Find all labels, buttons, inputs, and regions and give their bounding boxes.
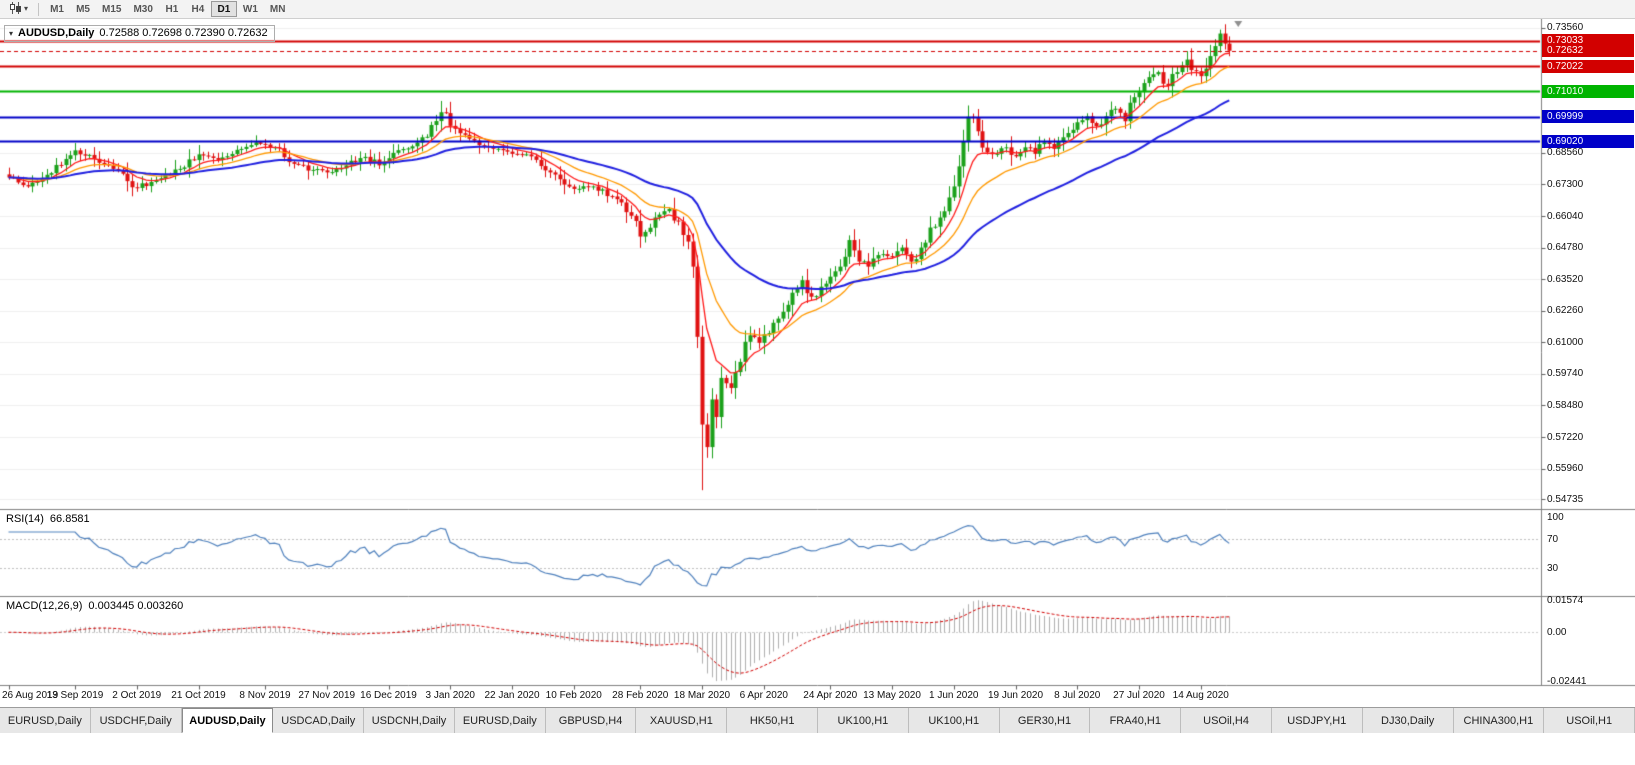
chart-tab-xauusd-h1[interactable]: XAUUSD,H1: [636, 708, 728, 733]
chart-tab-eurusd-daily[interactable]: EURUSD,Daily: [454, 708, 546, 733]
rsi-indicator-label: RSI(14) 66.8581: [6, 513, 90, 525]
time-axis-label: 13 Sep 2019: [46, 690, 104, 701]
time-axis-label: 2 Oct 2019: [112, 690, 162, 701]
chart-tab-usoil-h4[interactable]: USOil,H4: [1181, 708, 1272, 733]
price-level-badge-0.69999: 0.69999: [1542, 110, 1634, 124]
price-axis-label: 0.59740: [1547, 368, 1584, 380]
chart-tab-fra40-h1[interactable]: FRA40,H1: [1090, 708, 1182, 733]
time-axis-label: 14 Aug 2020: [1172, 690, 1229, 701]
chart-tab-usoil-h1[interactable]: USOil,H1: [1544, 708, 1635, 733]
time-axis-label: 1 Jun 2020: [929, 690, 979, 701]
price-level-badge-0.72022: 0.72022: [1542, 59, 1634, 73]
price-level-badge-0.73033: 0.73033: [1542, 34, 1634, 48]
chart-tab-usdcnh-daily[interactable]: USDCNH,Daily: [364, 708, 455, 733]
timeframe-button-d1[interactable]: D1: [210, 1, 237, 17]
toolbar-separator: [38, 2, 40, 16]
candlestick-chart-icon: [9, 1, 22, 17]
chart-tab-usdjpy-h1[interactable]: USDJPY,H1: [1271, 708, 1363, 733]
timeframe-buttons-group: M1 M5 M15 M30 H1 H4 D1 W1 MN: [44, 1, 291, 17]
timeframe-button-h1[interactable]: H1: [159, 1, 185, 17]
time-axis-label: 16 Dec 2019: [360, 690, 417, 701]
timeframe-toolbar: ▾ M1 M5 M15 M30 H1 H4 D1 W1 MN: [0, 0, 1635, 19]
chart-tab-ger30-h1[interactable]: GER30,H1: [999, 708, 1091, 733]
price-chart-canvas[interactable]: [0, 19, 1635, 707]
time-axis-label: 18 Mar 2020: [673, 690, 731, 701]
price-axis-label: 0.61000: [1547, 336, 1584, 348]
rsi-axis-label: 30: [1547, 562, 1559, 574]
price-axis-label: 0.54735: [1547, 493, 1584, 505]
time-axis-label: 8 Jul 2020: [1054, 690, 1101, 701]
chart-tab-audusd-daily[interactable]: AUDUSD,Daily: [181, 708, 274, 733]
chart-tab-uk100-h1[interactable]: UK100,H1: [818, 708, 909, 733]
price-axis-label: 0.64780: [1547, 242, 1584, 254]
chart-menu-icon[interactable]: ▾: [9, 28, 14, 38]
price-axis-label: 0.57220: [1547, 431, 1584, 443]
price-level-badge-0.69020: 0.69020: [1542, 134, 1634, 148]
price-axis-label: 0.67300: [1547, 178, 1584, 190]
rsi-axis-label: 70: [1547, 533, 1559, 545]
timeframe-button-m5[interactable]: M5: [70, 1, 96, 17]
macd-axis-label: -0.02441: [1547, 675, 1587, 687]
time-axis-label: 19 Jun 2020: [987, 690, 1044, 701]
rsi-axis-label: 100: [1547, 511, 1564, 523]
macd-axis-label: 0.00: [1547, 626, 1567, 638]
time-axis-label: 28 Feb 2020: [612, 690, 669, 701]
chart-area: ▾ AUDUSD,Daily 0.72588 0.72698 0.72390 0…: [0, 19, 1635, 707]
chart-symbol-label: AUDUSD,Daily: [18, 27, 95, 39]
time-axis-label: 8 Nov 2019: [239, 690, 291, 701]
price-axis-label: 0.62260: [1547, 305, 1584, 317]
chart-tab-uk100-h1[interactable]: UK100,H1: [908, 708, 1000, 733]
current-price-badge-0.72632: 0.72632: [1542, 44, 1634, 58]
chart-tab-gbpusd-h4[interactable]: GBPUSD,H4: [545, 708, 637, 733]
chart-tab-hk50-h1[interactable]: HK50,H1: [727, 708, 819, 733]
time-axis-label: 27 Nov 2019: [298, 690, 356, 701]
time-axis-label: 24 Apr 2020: [803, 690, 858, 701]
price-axis-label: 0.73560: [1547, 22, 1584, 34]
time-axis-label: 27 Jul 2020: [1113, 690, 1165, 701]
timeframe-button-m30[interactable]: M30: [127, 1, 158, 17]
timeframe-button-m1[interactable]: M1: [44, 1, 70, 17]
price-axis-label: 0.55960: [1547, 463, 1584, 475]
chart-tab-eurusd-daily[interactable]: EURUSD,Daily: [0, 708, 91, 733]
price-axis-label: 0.63520: [1547, 273, 1584, 285]
time-axis-label: 13 May 2020: [863, 690, 921, 701]
time-axis-label: 3 Jan 2020: [425, 690, 476, 701]
price-axis-label: 0.68560: [1547, 147, 1584, 159]
price-axis-label: 0.66040: [1547, 210, 1584, 222]
rsi-name: RSI(14): [6, 513, 44, 525]
chart-ohlc-values: 0.72588 0.72698 0.72390 0.72632: [99, 27, 268, 39]
time-axis-label: 26 Aug 2019: [2, 690, 59, 701]
chart-tabs-bar: EURUSD,Daily USDCHF,Daily AUDUSD,Daily USDC…: [0, 707, 1635, 733]
chart-tab-china300-h1[interactable]: CHINA300,H1: [1453, 708, 1545, 733]
chart-title: ▾ AUDUSD,Daily 0.72588 0.72698 0.72390 0…: [4, 25, 275, 42]
macd-values: 0.003445 0.003260: [88, 600, 184, 612]
timeframe-button-w1[interactable]: W1: [237, 1, 264, 17]
timeframe-button-mn[interactable]: MN: [264, 1, 292, 17]
chevron-down-icon: ▾: [24, 4, 29, 13]
time-axis-label: 21 Oct 2019: [171, 690, 226, 701]
chart-tab-usdcad-daily[interactable]: USDCAD,Daily: [273, 708, 365, 733]
timeframe-button-h4[interactable]: H4: [185, 1, 211, 17]
time-axis-label: 10 Feb 2020: [545, 690, 602, 701]
rsi-value: 66.8581: [49, 513, 90, 525]
price-level-badge-0.71010: 0.71010: [1542, 84, 1634, 98]
chart-tab-dj30-daily[interactable]: DJ30,Daily: [1362, 708, 1454, 733]
time-axis-label: 22 Jan 2020: [484, 690, 540, 701]
chart-type-button[interactable]: ▾: [4, 1, 33, 17]
macd-name: MACD(12,26,9): [6, 600, 83, 612]
macd-indicator-label: MACD(12,26,9) 0.003445 0.003260: [6, 600, 183, 612]
timeframe-button-m15[interactable]: M15: [96, 1, 127, 17]
macd-axis-label: 0.01574: [1547, 594, 1584, 606]
time-axis-label: 6 Apr 2020: [739, 690, 788, 701]
chart-tab-usdchf-daily[interactable]: USDCHF,Daily: [90, 708, 182, 733]
price-axis-label: 0.58480: [1547, 399, 1584, 411]
